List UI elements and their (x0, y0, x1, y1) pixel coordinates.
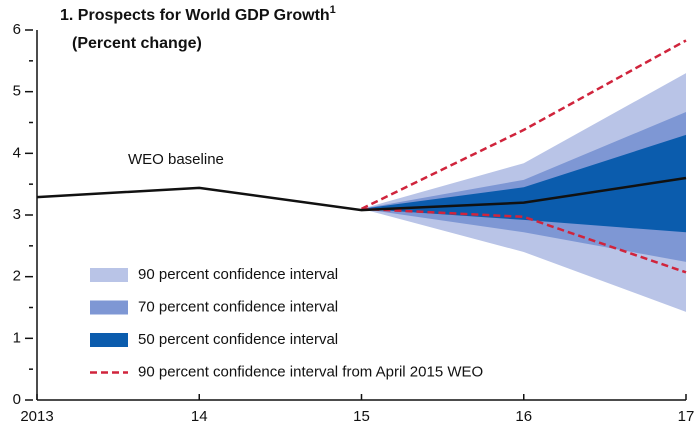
legend-label: 90 percent confidence interval from Apri… (138, 363, 483, 380)
x-tick-label: 16 (515, 408, 532, 425)
legend-label: 50 percent confidence interval (138, 331, 338, 348)
april-band-line (360, 39, 687, 210)
april-band-line (361, 207, 687, 274)
y-tick-label: 5 (13, 83, 21, 100)
baseline-label: WEO baseline (128, 151, 224, 168)
y-tick-label: 4 (13, 144, 21, 161)
y-tick-label: 2 (13, 268, 21, 285)
legend-swatch (90, 300, 128, 315)
legend-swatch (90, 268, 128, 282)
x-tick-label: 14 (191, 408, 208, 425)
legend-swatch (90, 333, 128, 347)
title-text: 1. Prospects for World GDP Growth (60, 7, 330, 24)
y-tick-label: 3 (13, 206, 21, 223)
chart-title: 1. Prospects for World GDP Growth1 (60, 4, 336, 24)
chart-subtitle: (Percent change) (72, 35, 202, 52)
baseline-line (36, 176, 687, 212)
legend-label: 70 percent confidence interval (138, 298, 338, 315)
confidence-band (361, 134, 686, 233)
title-footnote: 1 (330, 4, 336, 16)
y-tick-label: 0 (13, 391, 21, 408)
x-tick-label: 17 (678, 408, 695, 425)
y-tick-label: 6 (13, 21, 21, 38)
x-tick-label: 2013 (20, 408, 53, 425)
x-tick-label: 15 (353, 408, 370, 425)
legend-label: 90 percent confidence interval (138, 266, 338, 283)
y-tick-label: 1 (13, 329, 21, 346)
